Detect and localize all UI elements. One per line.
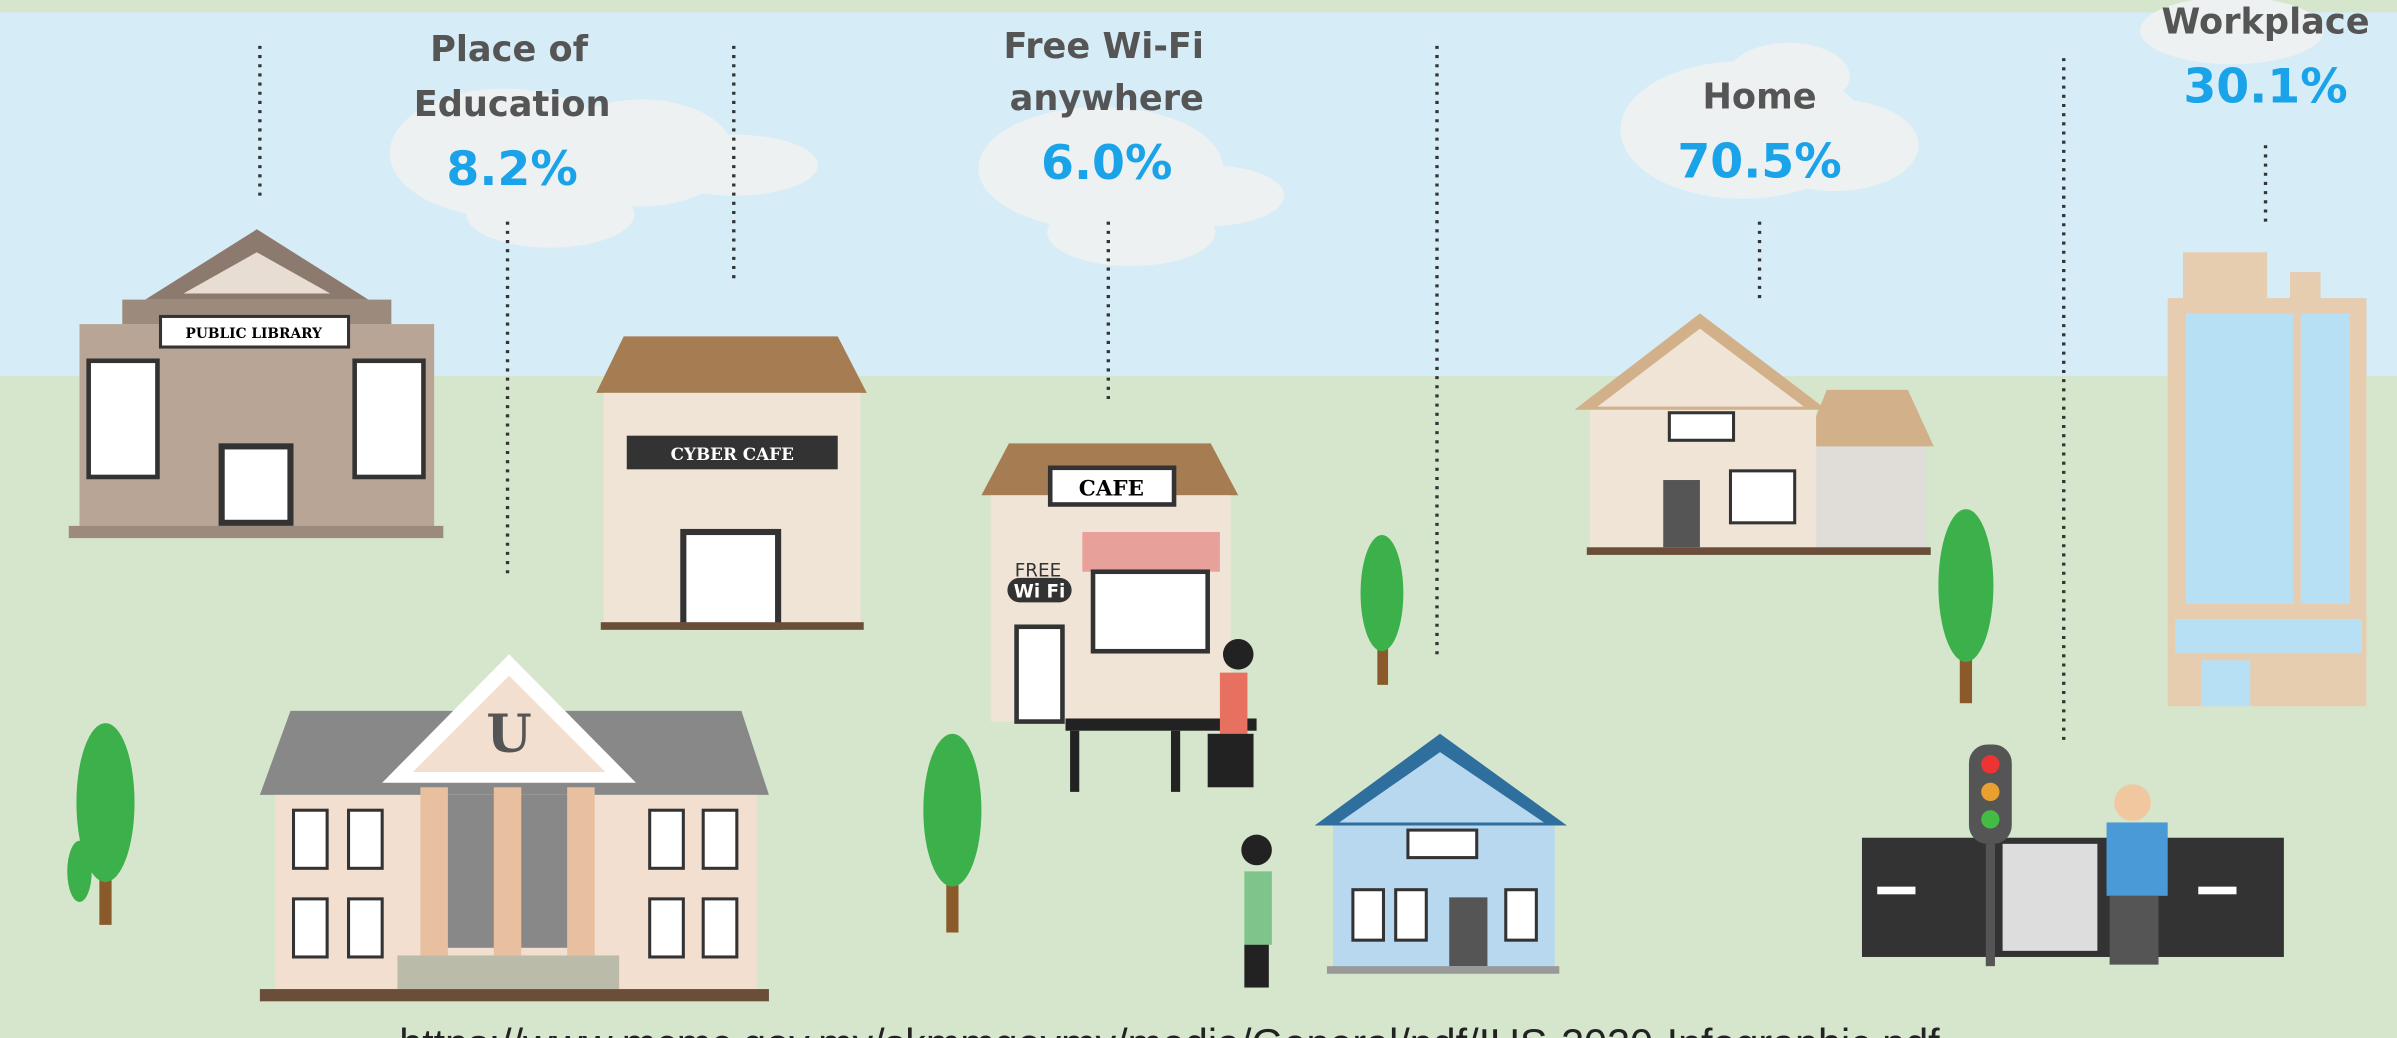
- university-part: [260, 989, 769, 1001]
- road-part: [2110, 896, 2159, 965]
- home-part: [1730, 471, 1794, 523]
- blue-house-part: [1327, 966, 1559, 974]
- library-part: [355, 361, 424, 477]
- road-part: [1981, 783, 1999, 801]
- home-part: [1812, 443, 1927, 547]
- label-value: 6.0%: [1041, 136, 1172, 191]
- university-part: [650, 899, 684, 957]
- university-part: [349, 810, 383, 868]
- label-title: Home: [1703, 77, 1817, 118]
- university-part: [397, 955, 619, 989]
- university-part: [294, 899, 328, 957]
- road-part: [2003, 844, 2098, 951]
- blue-house-part: [1241, 835, 1272, 866]
- clouds-part: [1047, 199, 1215, 266]
- university-part: [703, 810, 737, 868]
- trees-part: [67, 841, 91, 902]
- university-part: [349, 899, 383, 957]
- university-part: [294, 810, 328, 868]
- cyber-cafe-part: [596, 336, 867, 393]
- office-tower-part: [2201, 660, 2250, 706]
- cafe-part: [1070, 731, 1079, 792]
- road-part: [1986, 844, 1995, 966]
- library-sign: PUBLIC LIBRARY: [186, 326, 323, 342]
- blue-house-part: [1506, 890, 1537, 940]
- label-title: Education: [414, 84, 611, 125]
- university-part: [703, 899, 737, 957]
- label-title: anywhere: [1010, 78, 1204, 119]
- label-value: 70.5%: [1677, 134, 1841, 189]
- trees-part: [1361, 535, 1404, 651]
- cafe-part: [1208, 734, 1254, 788]
- label-title: Place of: [430, 29, 589, 70]
- university-part: [420, 787, 448, 955]
- cafe-part: [1223, 639, 1254, 670]
- label-value: 30.1%: [2183, 59, 2347, 114]
- cyber-cafe-part: [683, 532, 778, 627]
- office-tower-part: [2186, 313, 2293, 603]
- cafe-part: [1017, 627, 1063, 722]
- office-tower-part: [2183, 252, 2267, 298]
- road-part: [2107, 822, 2168, 895]
- label-value: 8.2%: [446, 142, 577, 197]
- blue-house-part: [1396, 890, 1427, 940]
- library-part: [222, 446, 291, 522]
- trees-part: [1938, 509, 1993, 662]
- office-tower: [2168, 252, 2367, 706]
- library-part: [89, 361, 158, 477]
- blue-house-part: [1408, 830, 1477, 858]
- office-tower-part: [2175, 619, 2362, 653]
- road-part: [1981, 755, 1999, 773]
- blue-house-part: [1244, 945, 1268, 988]
- cyber-cafe-part: [601, 622, 864, 630]
- source-url: https://www.mcmc.gov.my/skmmgovmy/media/…: [399, 1021, 1940, 1038]
- blue-house-part: [1244, 871, 1272, 944]
- home-part: [1587, 547, 1931, 555]
- cafe-sign: CAFE: [1079, 476, 1144, 501]
- wifi-text: Wi Fi: [1014, 582, 1066, 603]
- home-part: [1669, 413, 1733, 441]
- cyber-cafe-sign: CYBER CAFE: [671, 444, 794, 464]
- label-title: Workplace: [2162, 2, 2370, 43]
- cafe-part: [1082, 532, 1220, 572]
- label-title: Free Wi-Fi: [1003, 26, 1204, 67]
- cyber-cafe: CYBER CAFE: [596, 336, 867, 630]
- library-part: [69, 526, 444, 538]
- page: html,body{margin:0;padding:0;width:2397p…: [0, 0, 2397, 1038]
- office-tower-part: [2301, 313, 2350, 603]
- university-part: [650, 810, 684, 868]
- road-part: [1981, 810, 1999, 828]
- cafe-part: [1220, 673, 1248, 734]
- blue-house-part: [1449, 897, 1487, 966]
- road-part: [2198, 887, 2236, 895]
- university-part: [494, 787, 522, 955]
- trees-part: [923, 734, 981, 887]
- blue-house-part: [1353, 890, 1384, 940]
- road-part: [2114, 784, 2151, 821]
- cafe-part: [1171, 731, 1180, 792]
- home-part: [1663, 480, 1700, 547]
- university-sign: U: [486, 704, 531, 765]
- university-part: [567, 787, 595, 955]
- road-part: [1877, 887, 1915, 895]
- body: {"labels":[ {"title_lines":["Place of","…: [0, 0, 2397, 1038]
- cafe-part: [1093, 572, 1208, 651]
- infographic: PUBLIC LIBRARY CYBER CAFE CAFE FREE Wi F…: [0, 0, 2397, 1038]
